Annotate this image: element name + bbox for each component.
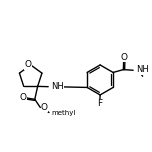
Text: NH: NH xyxy=(51,82,64,91)
Text: O: O xyxy=(121,53,128,62)
Text: O: O xyxy=(24,60,31,69)
Text: F: F xyxy=(97,99,102,108)
Text: methyl: methyl xyxy=(51,110,75,116)
Text: O: O xyxy=(19,93,26,102)
Text: O: O xyxy=(41,103,48,112)
Text: NH: NH xyxy=(136,65,149,74)
